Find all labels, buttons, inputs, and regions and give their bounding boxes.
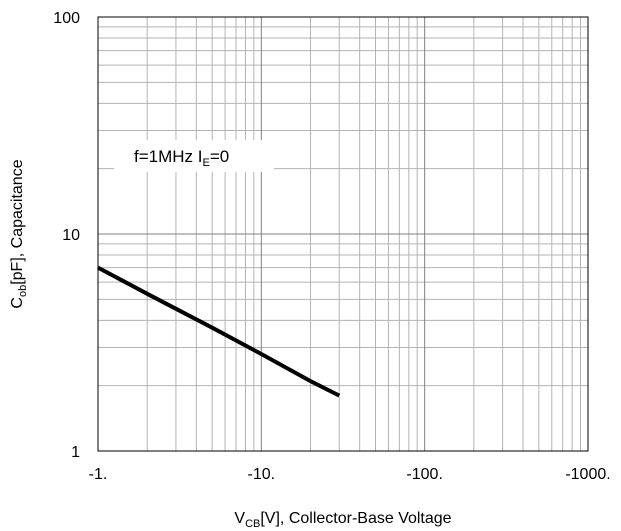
x-axis-label-rest: [V], Collector-Base Voltage — [260, 510, 451, 527]
y-tick-labels: 1 10 100 — [53, 10, 80, 461]
grid-lines — [97, 16, 589, 452]
x-axis-label-sub: CB — [245, 518, 260, 530]
annotation-part2: =0 — [210, 147, 229, 166]
x-tick-label: -10. — [248, 466, 276, 483]
x-axis-label: VCB[V], Collector-Base Voltage — [234, 510, 451, 530]
y-tick-label: 100 — [53, 10, 80, 27]
y-tick-label: 1 — [71, 444, 80, 461]
annotation-text: f=1MHz IE=0 — [134, 147, 229, 169]
y-tick-label: 10 — [62, 227, 80, 244]
y-axis-label-rest: [pF], Capacitance — [9, 159, 26, 285]
x-tick-labels: -1. -10. -100. -1000. — [89, 466, 611, 483]
x-tick-label: -100. — [406, 466, 442, 483]
x-tick-label: -1. — [89, 466, 108, 483]
annotation-background — [114, 140, 274, 172]
y-axis-label-main: C — [9, 297, 26, 309]
series-line — [97, 265, 341, 398]
annotation-part1: f=1MHz I — [134, 147, 203, 166]
y-axis-label: Cob[pF], Capacitance — [9, 159, 29, 308]
x-axis-label-main: V — [234, 510, 245, 527]
x-tick-label: -1000. — [565, 466, 610, 483]
series-layer — [97, 265, 341, 398]
annotation-sub: E — [203, 157, 210, 169]
plot-border — [97, 16, 589, 452]
y-axis-label-sub: ob — [17, 285, 29, 297]
